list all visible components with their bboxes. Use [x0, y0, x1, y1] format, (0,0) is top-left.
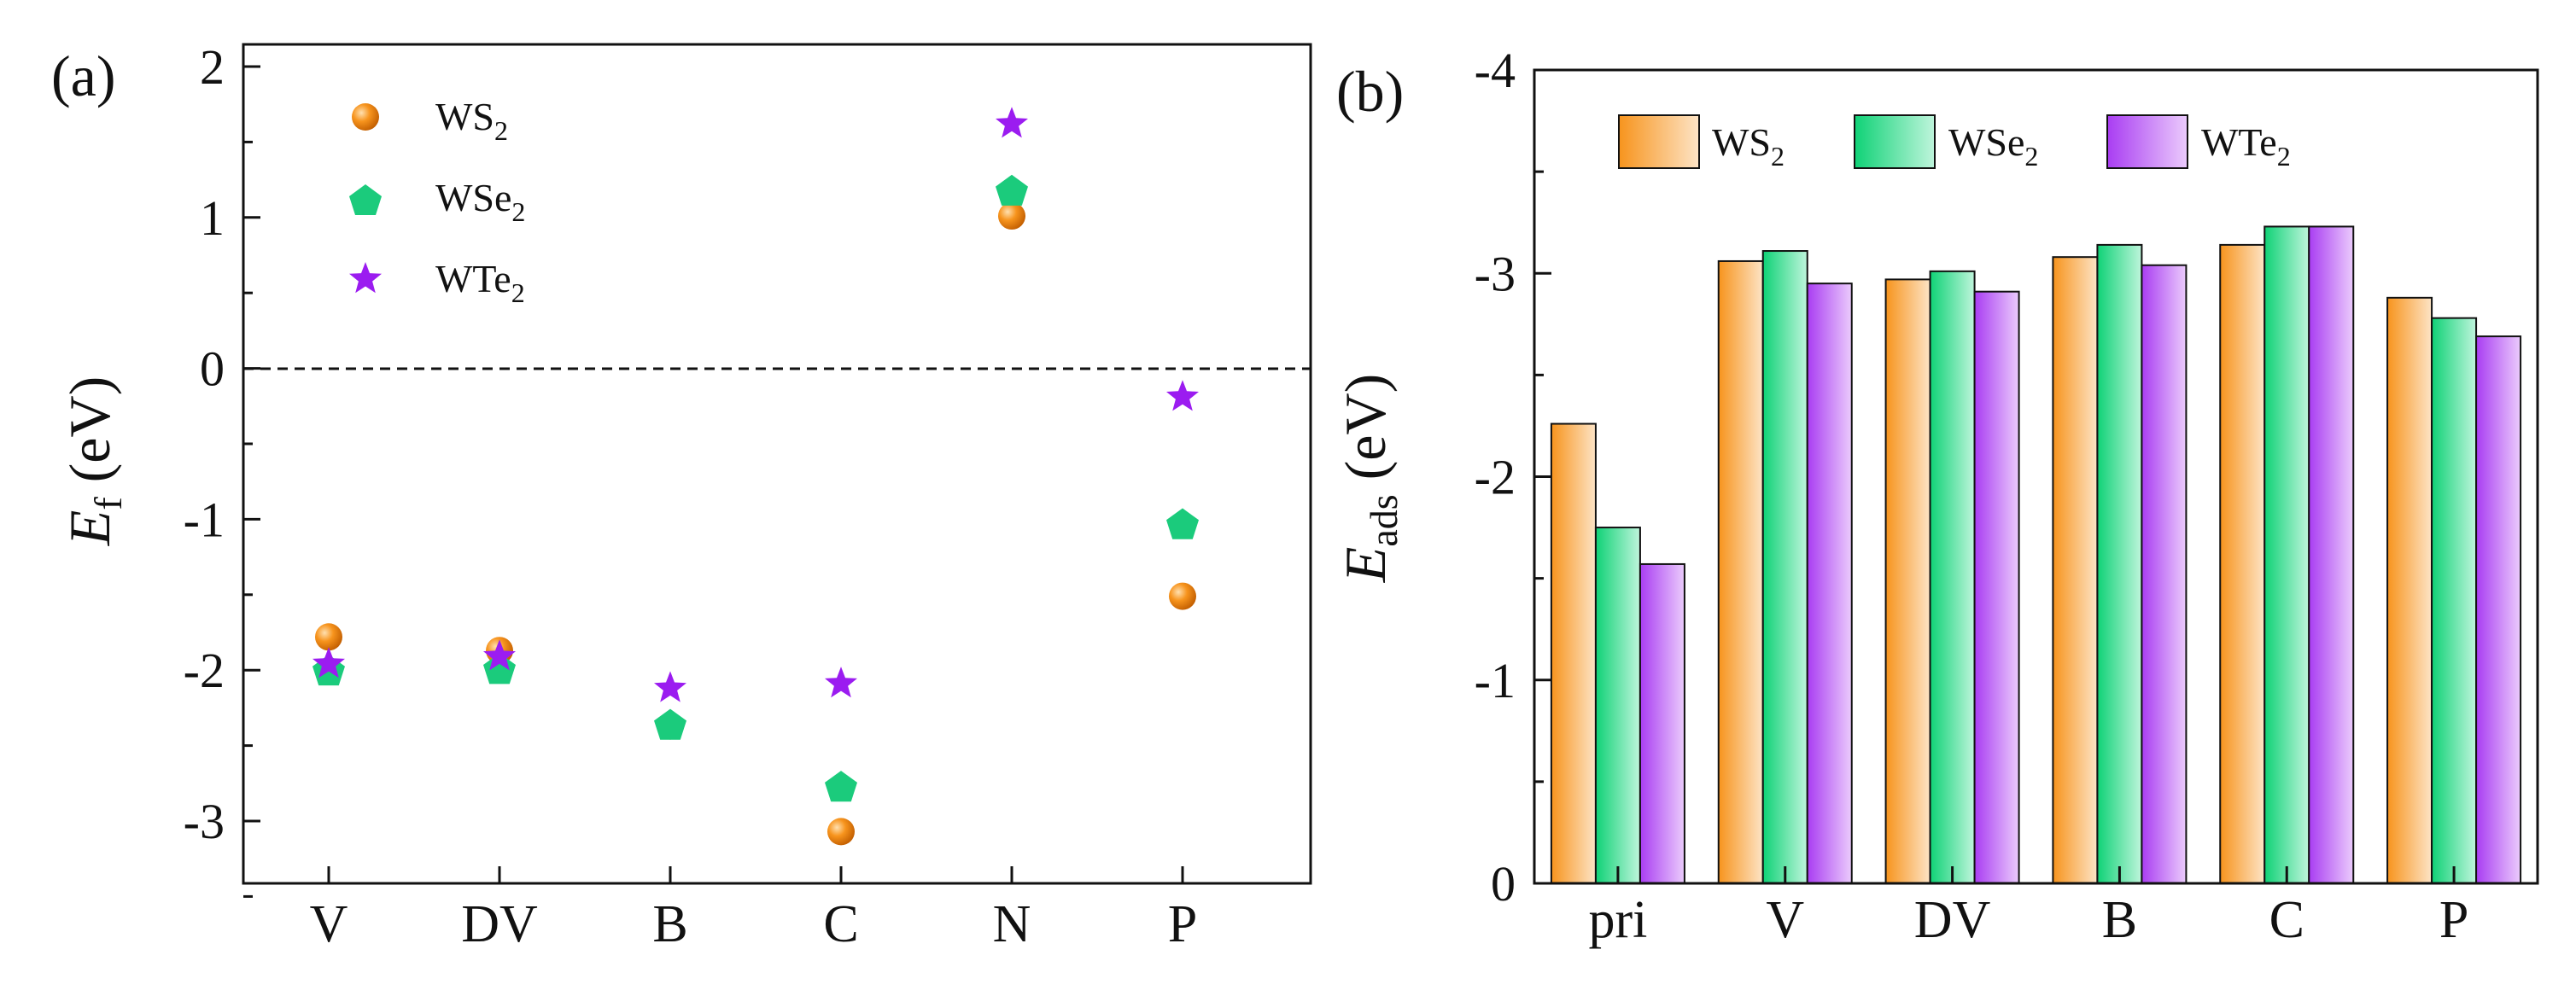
panel-a-x-tick-label: P [1168, 895, 1197, 953]
panel-a-data-points [313, 107, 1199, 846]
panel-b-y-tick-label: -4 [1475, 43, 1516, 98]
point-wse2 [654, 708, 686, 740]
panel-a-chart: (a) 2 1 0 -1 -2 -3 V DV B C N P Ef (eV) WS2 WSe2 W… [51, 39, 1312, 953]
legend-b-wse2-swatch [1854, 114, 1936, 169]
point-wse2 [483, 653, 516, 684]
legend-wte2-marker [349, 262, 382, 294]
panel-a-y-label-symbol: E [57, 510, 122, 547]
panel-b-bars [1550, 225, 2522, 885]
bar-wte2 [1638, 562, 1685, 884]
panel-a-y-tick-label: -3 [184, 794, 225, 849]
panel-b-x-tick-label: V [1766, 891, 1804, 949]
panel-b-legend: WS2 WSe2 WTe2 [1618, 114, 2291, 172]
panel-b-y-label-symbol: E [1333, 547, 1398, 584]
legend-b-ws2-swatch [1618, 114, 1700, 169]
bar-wte2 [1973, 290, 2020, 884]
bar-wte2 [1806, 282, 1853, 885]
legend-b-wte2-swatch [2106, 114, 2188, 169]
bar-wse2 [2263, 225, 2310, 884]
panel-a-y-axis-title: Ef (eV) [57, 376, 130, 546]
panel-a-y-label-unit: (eV) [57, 376, 122, 498]
bar-wse2 [2431, 317, 2478, 885]
point-wte2 [483, 639, 516, 671]
legend-ws2-marker [352, 103, 379, 131]
bar-wse2 [1594, 527, 1641, 884]
panel-b-x-tick-label: pri [1588, 891, 1647, 949]
bar-ws2 [2219, 243, 2266, 884]
panel-a-x-tick-label: DV [461, 895, 538, 953]
panel-a-y-label-sub: f [86, 497, 130, 510]
panel-b-y-axis: -4 -3 -2 -1 0 [1475, 43, 1551, 912]
panel-b-label: (b) [1336, 59, 1404, 124]
panel-b-y-axis-title: Eads (eV) [1333, 374, 1405, 583]
bar-wse2 [1929, 270, 1976, 884]
panel-a-label: (a) [51, 44, 115, 108]
panel-b-y-label-unit: (eV) [1333, 374, 1398, 495]
point-wte2 [313, 647, 345, 679]
legend-b-wse2-label: WSe2 [1948, 120, 2038, 172]
legend-wse2-label: WSe2 [435, 176, 525, 227]
panel-b-x-tick-label: B [2102, 891, 2137, 949]
point-wte2 [825, 667, 857, 698]
legend-b-wte2-label: WTe2 [2201, 120, 2291, 172]
bar-ws2 [2052, 256, 2099, 884]
point-wte2 [996, 107, 1028, 138]
panel-a-y-axis: 2 1 0 -1 -2 -3 [184, 39, 260, 898]
panel-a-x-tick-label: N [993, 895, 1031, 953]
bar-ws2 [1884, 278, 1931, 884]
point-wte2 [654, 671, 686, 702]
panel-a-y-tick-label: -1 [184, 492, 225, 547]
panel-b-chart: (b) -4 -3 -2 -1 0 pri V DV B C P Eads (eV) WS2 WS… [1333, 43, 2539, 949]
bar-wte2 [2308, 225, 2355, 884]
legend-b-ws2-label: WS2 [1712, 120, 1785, 172]
panel-a-y-tick-label: 1 [200, 190, 225, 246]
panel-a-x-tick-label: B [652, 895, 687, 953]
bar-ws2 [1717, 259, 1764, 884]
point-ws2 [827, 818, 855, 846]
panel-b-x-tick-label: P [2439, 891, 2468, 949]
panel-b-x-tick-label: DV [1914, 891, 1991, 949]
bar-ws2 [1550, 422, 1597, 884]
panel-b-x-axis: pri V DV B C P [1588, 866, 2468, 949]
legend-wse2-marker [349, 184, 382, 215]
bar-wse2 [2096, 243, 2143, 884]
point-ws2 [315, 623, 342, 651]
panel-a-y-tick-label: 0 [200, 341, 225, 397]
bar-wte2 [2141, 264, 2188, 885]
panel-a-legend: WS2 WSe2 WTe2 [349, 95, 525, 308]
point-wse2 [996, 174, 1028, 206]
panel-a-plot-frame [242, 43, 1312, 885]
panel-a-x-tick-label: V [310, 895, 348, 953]
panel-b-y-tick-label: -3 [1475, 246, 1516, 301]
legend-ws2-label: WS2 [435, 95, 508, 146]
panel-b-y-tick-label: 0 [1491, 856, 1516, 912]
panel-a-y-tick-label: -2 [184, 643, 225, 698]
point-ws2 [998, 202, 1025, 230]
panel-a-x-tick-label: C [823, 895, 858, 953]
bar-wte2 [2475, 335, 2522, 885]
legend-wte2-label: WTe2 [435, 257, 525, 308]
point-ws2 [1169, 582, 1196, 610]
point-wse2 [825, 771, 857, 802]
panel-a-x-axis: V DV B C N P [310, 866, 1197, 953]
bar-ws2 [2386, 296, 2433, 884]
bar-wse2 [1761, 250, 1808, 885]
panel-b-y-label-sub: ads [1362, 494, 1405, 546]
panel-b-y-tick-label: -1 [1475, 653, 1516, 708]
panel-a-y-tick-label: 2 [200, 39, 225, 95]
panel-b-y-tick-label: -2 [1475, 450, 1516, 505]
point-wte2 [1166, 380, 1199, 411]
point-wse2 [1166, 508, 1199, 539]
panel-b-x-tick-label: C [2269, 891, 2304, 949]
